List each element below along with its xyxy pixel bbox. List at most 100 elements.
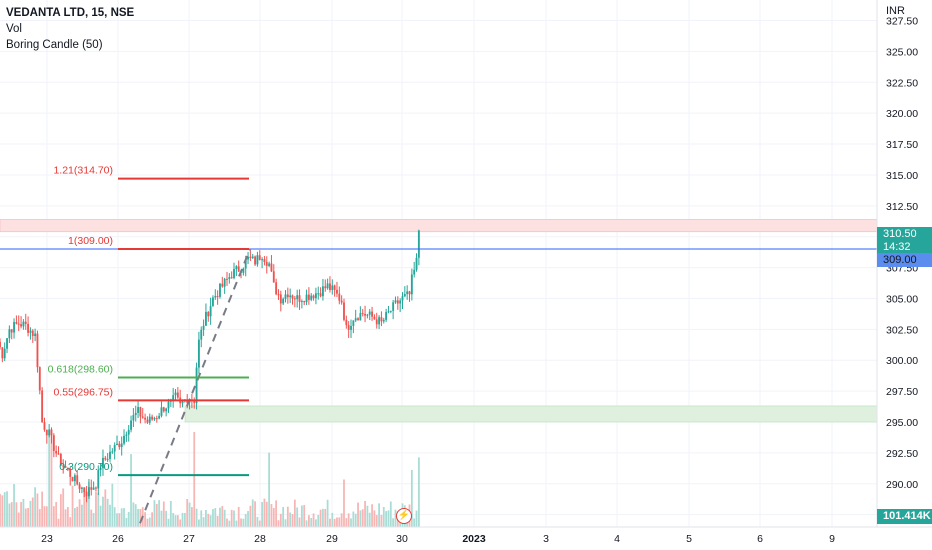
- candle-body: [216, 296, 219, 298]
- volume-bar: [254, 501, 256, 527]
- candle-body: [413, 269, 416, 275]
- volume-bar: [315, 519, 317, 527]
- volume-bar: [111, 483, 114, 527]
- candle-body: [408, 291, 411, 295]
- time-tick-10: 6: [757, 533, 763, 545]
- fib-label-3: 0.55(296.75): [53, 386, 113, 398]
- lightning-bolt-icon[interactable]: ⚡: [396, 508, 412, 524]
- candle-body: [1, 347, 4, 359]
- volume-bar: [3, 492, 6, 527]
- volume-bar: [373, 510, 376, 527]
- volume-bar: [55, 502, 58, 527]
- boring-candle-indicator-label[interactable]: Boring Candle (50): [6, 39, 103, 51]
- volume-bar: [394, 509, 397, 527]
- candle-body: [125, 434, 128, 436]
- candle-body: [373, 316, 376, 320]
- volume-bar: [350, 518, 352, 527]
- volume-bar: [139, 508, 142, 527]
- candle-body: [66, 467, 69, 470]
- volume-bar: [116, 513, 118, 527]
- volume-bar: [134, 504, 137, 527]
- candle-body: [272, 271, 275, 283]
- volume-bar: [43, 506, 46, 527]
- candle-body: [165, 408, 168, 412]
- time-tick-6: 2023: [462, 533, 486, 545]
- fib-label-0: 1.21(314.70): [53, 165, 113, 177]
- candle-body: [13, 322, 15, 333]
- time-tick-0: 23: [41, 533, 53, 545]
- volume-bar: [331, 512, 334, 527]
- price-tick-12: 317.50: [886, 139, 918, 151]
- volume-bar: [92, 513, 95, 527]
- fib-label-1: 1(309.00): [68, 235, 113, 247]
- candle-body: [366, 314, 369, 316]
- volume-bar: [172, 513, 175, 527]
- candle-body: [148, 416, 151, 423]
- volume-bar: [226, 518, 228, 527]
- candle-body: [144, 417, 147, 420]
- candle-body: [345, 319, 348, 326]
- price-tick-6: 302.50: [886, 324, 918, 336]
- candle-body: [361, 313, 364, 315]
- candle-body: [48, 429, 51, 436]
- volume-bar: [179, 519, 182, 527]
- candle-body: [207, 311, 210, 317]
- candle-body: [52, 435, 55, 451]
- volume-bar: [275, 500, 278, 527]
- price-tick-16: 327.50: [886, 16, 918, 28]
- candle-body: [27, 323, 30, 333]
- candle-body: [10, 329, 13, 333]
- price-tick-5: 300.00: [886, 355, 918, 367]
- volume-bar: [296, 507, 299, 527]
- candle-body: [242, 268, 245, 273]
- volume-bar: [83, 487, 86, 527]
- chart-legend: VEDANTA LTD, 15, NSE Vol Boring Candle (…: [6, 5, 134, 53]
- trend-line: [139, 248, 251, 524]
- volume-bar: [415, 510, 418, 527]
- candle-body: [24, 321, 27, 324]
- volume-bar: [317, 514, 320, 527]
- price-tick-13: 320.00: [886, 108, 918, 120]
- candle-body: [364, 313, 366, 316]
- supply-zone: [0, 219, 878, 233]
- candle-body: [137, 407, 140, 413]
- volume-bar: [413, 518, 416, 527]
- candle-body: [333, 285, 336, 290]
- symbol-title[interactable]: VEDANTA LTD, 15, NSE: [6, 7, 135, 19]
- volume-bar: [303, 504, 306, 527]
- candle-body: [34, 333, 37, 337]
- candle-body: [95, 487, 97, 489]
- volume-bar: [186, 499, 189, 527]
- volume-bar: [118, 513, 121, 527]
- volume-bar: [392, 518, 395, 527]
- volume-indicator-label[interactable]: Vol: [6, 23, 22, 35]
- volume-bars: [0, 432, 420, 527]
- candle-body: [134, 412, 137, 416]
- candle-body: [300, 300, 303, 302]
- volume-bar: [66, 507, 69, 527]
- candle-body: [29, 330, 32, 333]
- candle-body: [6, 338, 8, 349]
- candle-body: [17, 323, 20, 325]
- candle-body: [329, 283, 331, 290]
- volume-bar: [340, 513, 343, 527]
- candle-body: [69, 469, 72, 477]
- time-tick-5: 30: [396, 533, 408, 545]
- candle-body: [228, 277, 231, 279]
- volume-bar: [120, 508, 123, 527]
- candle-body: [111, 451, 114, 453]
- volume-bar: [359, 510, 362, 527]
- volume-bar: [387, 510, 390, 527]
- candle-body: [415, 257, 418, 270]
- volume-bar: [272, 508, 275, 527]
- volume-bar: [24, 508, 27, 527]
- candle-body: [326, 283, 329, 289]
- volume-bar: [15, 502, 18, 527]
- price-tick-15: 325.00: [886, 46, 918, 58]
- candle-body: [347, 325, 350, 330]
- volume-bar: [277, 520, 280, 527]
- candle-body: [76, 475, 79, 485]
- candle-body: [289, 295, 292, 298]
